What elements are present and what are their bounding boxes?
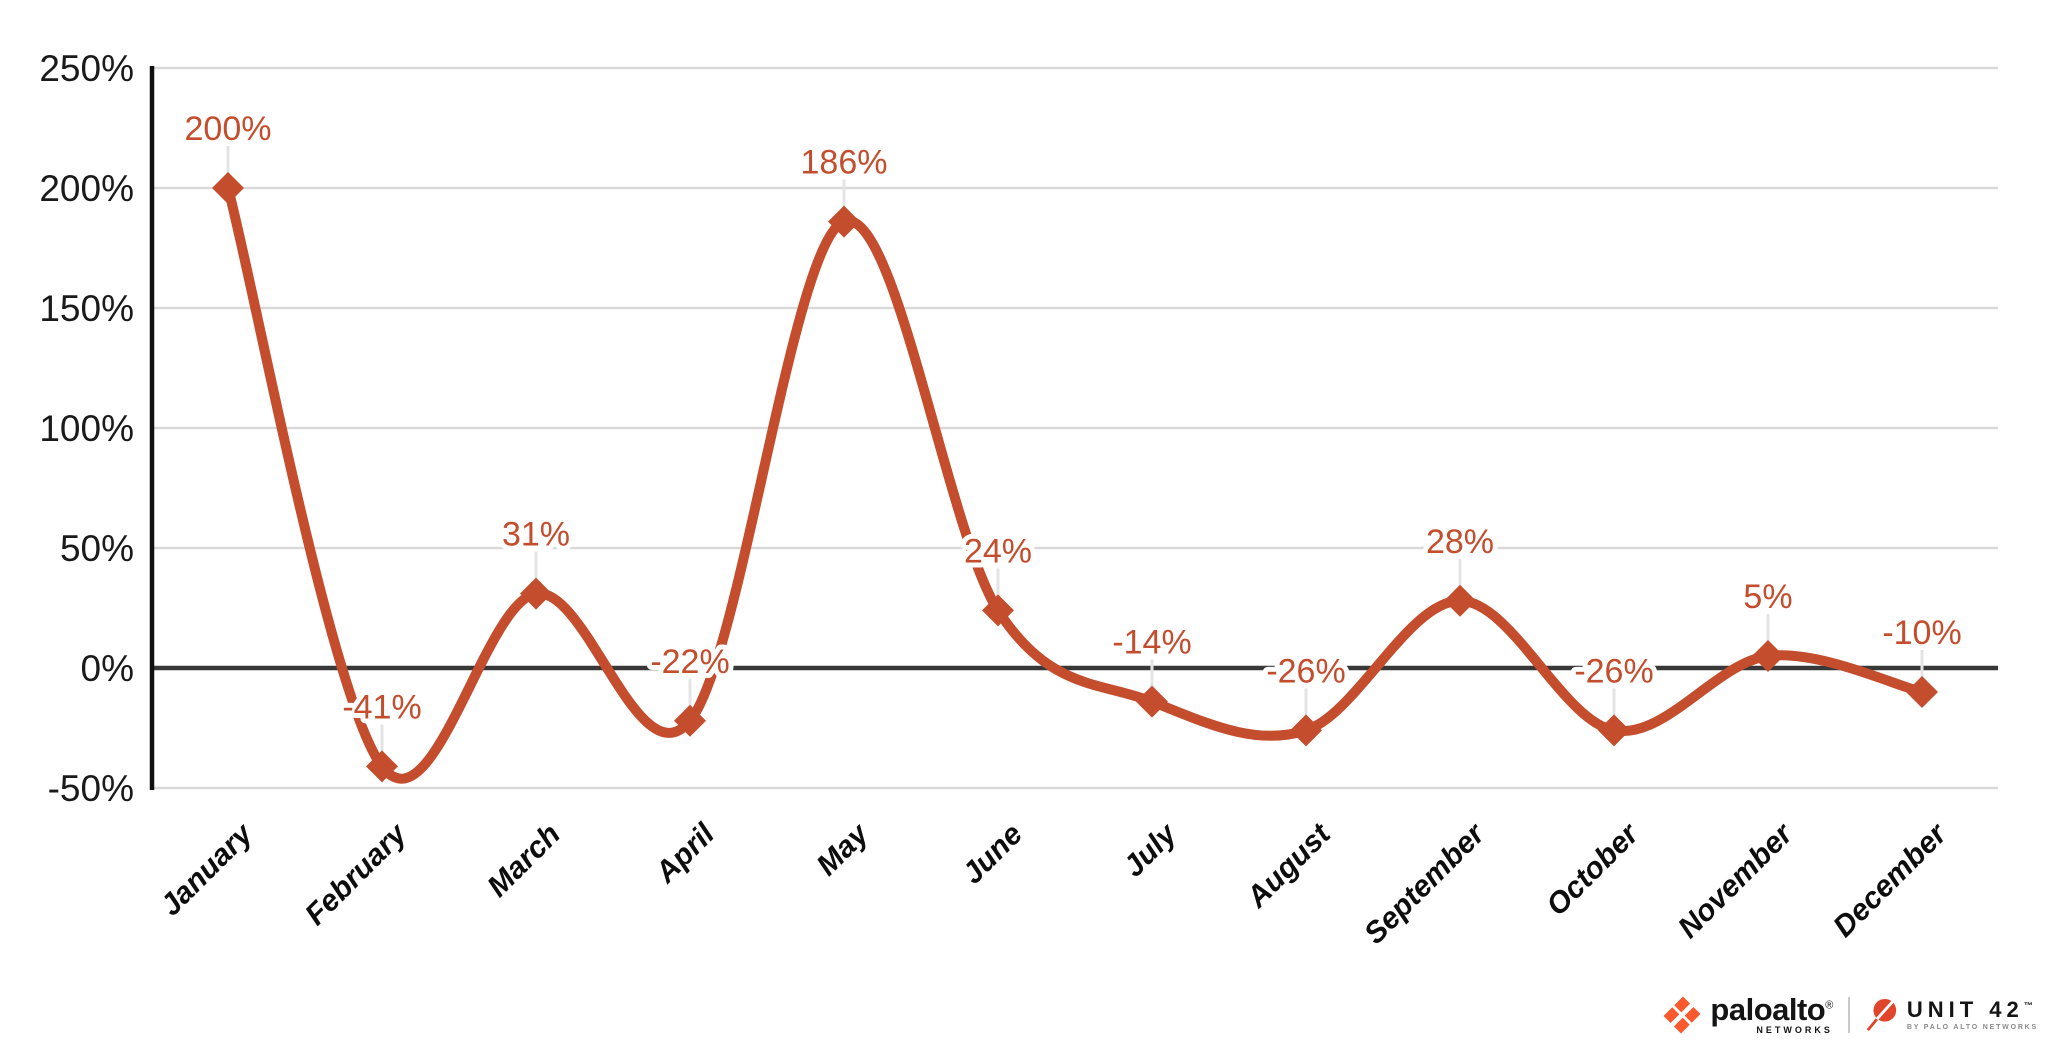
data-point-marker — [1598, 714, 1630, 747]
y-tick-label: 0% — [81, 648, 134, 689]
x-tick-label: March — [481, 818, 567, 904]
networks-label: NETWORKS — [1756, 1025, 1833, 1035]
x-tick-label: October — [1540, 816, 1646, 922]
data-point-marker — [1752, 640, 1784, 672]
unit42-logo-icon — [1866, 998, 1897, 1031]
data-label: 200% — [185, 110, 272, 148]
x-tick-label: April — [649, 817, 722, 890]
registered-trademark-symbol: ® — [1825, 999, 1833, 1012]
x-tick-label: January — [154, 817, 260, 923]
brand-footer: paloalto® NETWORKS UNIT 42™ BY PALO ALTO… — [1663, 994, 2038, 1035]
unit42-logo: UNIT 42™ BY PALO ALTO NETWORKS — [1865, 997, 2038, 1033]
y-tick-label: 100% — [39, 408, 134, 449]
paloalto-wordmark-label: paloalto — [1710, 992, 1826, 1027]
paloalto-wordmark: paloalto® — [1710, 992, 1833, 1027]
data-point-marker — [366, 750, 398, 783]
data-point-marker — [674, 704, 706, 737]
x-tick-label: November — [1672, 816, 1801, 945]
x-tick-label: May — [810, 817, 876, 883]
x-tick-label: June — [956, 818, 1029, 891]
series-line — [223, 183, 1927, 784]
data-label: -22% — [650, 643, 729, 681]
data-point-marker — [520, 577, 552, 610]
data-point-marker — [212, 172, 244, 204]
y-tick-label: 50% — [60, 528, 134, 569]
logo-divider — [1847, 996, 1850, 1033]
unit42-wordmark: UNIT 42™ — [1906, 996, 2033, 1022]
paloalto-networks-logo: paloalto® NETWORKS — [1663, 992, 1833, 1035]
unit42-wordmark-label: UNIT 42 — [1906, 996, 2024, 1022]
data-label: -14% — [1112, 624, 1191, 662]
data-label: -26% — [1266, 652, 1345, 690]
data-point-marker — [982, 594, 1014, 627]
paloalto-logo-icon — [1663, 996, 1701, 1033]
x-tick-label: December — [1827, 816, 1955, 944]
unit42-logo-text: UNIT 42™ BY PALO ALTO NETWORKS — [1906, 996, 2038, 1031]
data-label: -10% — [1882, 614, 1961, 652]
data-point-marker — [1290, 714, 1322, 747]
data-label: 24% — [964, 532, 1032, 570]
data-label: 186% — [801, 144, 888, 182]
paloalto-logo-text: paloalto® NETWORKS — [1710, 992, 1833, 1035]
data-point-marker — [1444, 584, 1476, 617]
data-point-marker — [1906, 676, 1938, 708]
data-label: 28% — [1426, 523, 1494, 561]
x-tick-label: August — [1240, 816, 1339, 915]
data-point-marker — [1136, 685, 1168, 718]
data-label: 5% — [1743, 578, 1792, 616]
data-label: 31% — [502, 516, 570, 554]
x-tick-label: September — [1358, 816, 1493, 951]
y-tick-label: 200% — [39, 168, 134, 209]
data-label: -26% — [1574, 652, 1653, 690]
data-point-marker — [828, 205, 860, 238]
x-tick-label: February — [299, 817, 414, 932]
unit42-byline: BY PALO ALTO NETWORKS — [1906, 1023, 2038, 1031]
x-tick-label: July — [1117, 817, 1184, 884]
y-tick-label: 250% — [39, 48, 134, 89]
y-tick-label: 150% — [39, 288, 134, 329]
trademark-symbol: ™ — [2023, 1000, 2033, 1011]
y-tick-label: -50% — [48, 768, 134, 809]
data-label: -41% — [342, 688, 421, 726]
